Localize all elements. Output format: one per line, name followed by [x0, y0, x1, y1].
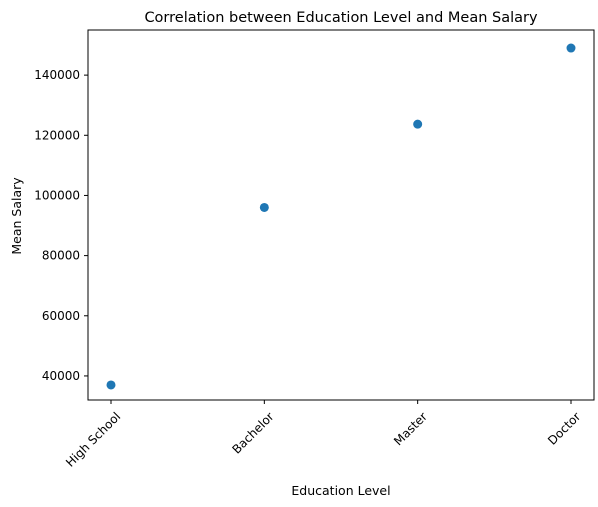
- chart-title: Correlation between Education Level and …: [144, 10, 538, 26]
- x-tick-label: Master: [391, 409, 430, 448]
- y-tick-label: 140000: [34, 68, 80, 82]
- y-tick-label: 60000: [42, 309, 80, 323]
- y-tick-label: 120000: [34, 128, 80, 142]
- y-tick-label: 100000: [34, 188, 80, 202]
- data-point: [413, 119, 423, 129]
- x-tick-label: Doctor: [545, 409, 583, 447]
- plot-frame: [87, 29, 595, 401]
- data-point: [566, 43, 576, 53]
- x-tick-label: High School: [63, 409, 123, 469]
- y-tick-label: 80000: [42, 249, 80, 263]
- x-tick-label: Bachelor: [229, 409, 276, 456]
- plot-area: 40000 60000 80000 100000 120000 140000 High Sc…: [34, 29, 595, 470]
- x-axis-label: Education Level: [291, 483, 390, 498]
- y-tick-label: 40000: [42, 369, 80, 383]
- data-point: [106, 380, 116, 390]
- y-axis-label: Mean Salary: [9, 177, 24, 255]
- data-point: [259, 202, 269, 212]
